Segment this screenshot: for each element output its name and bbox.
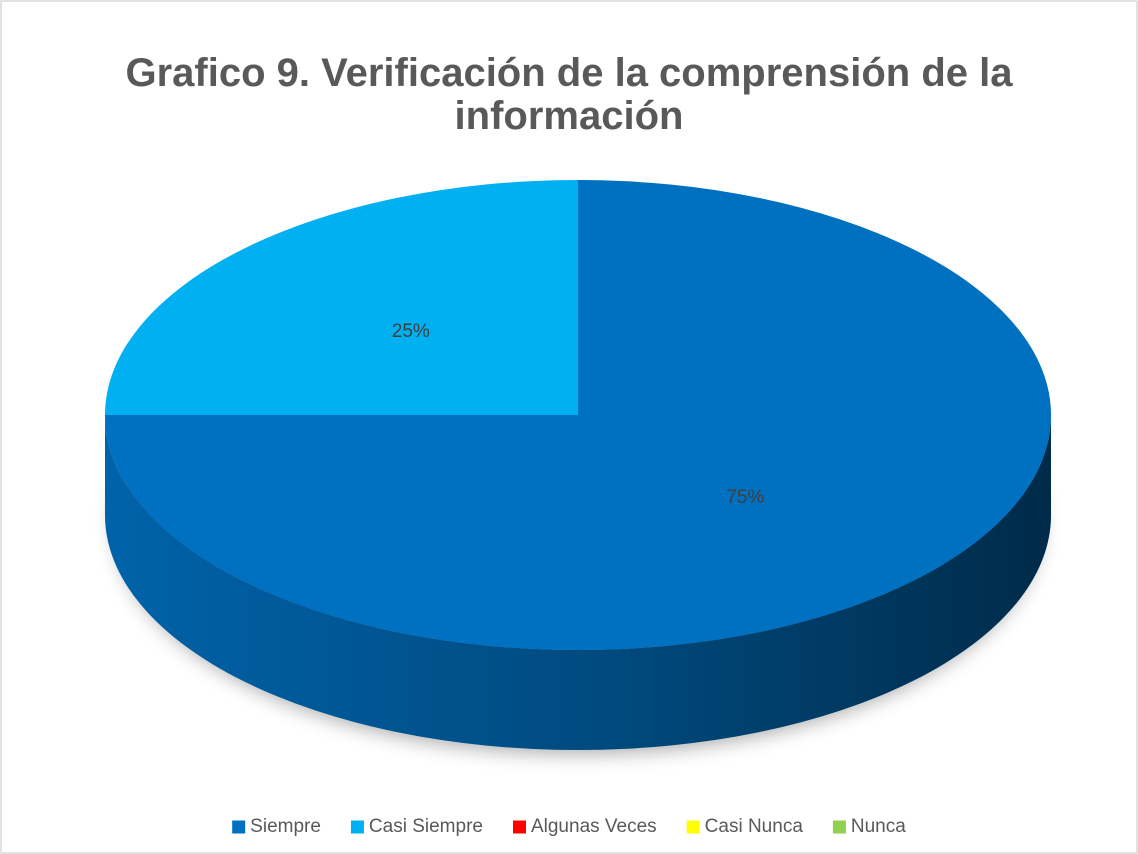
slice [105,180,578,415]
legend-swatch [686,820,700,834]
legend: Siempre Casi Siempre Algunas Veces Casi Nun… [232,816,906,837]
legend-swatch [232,820,246,834]
legend-label: Casi Nunca [705,816,804,837]
legend-swatch [350,820,364,834]
legend-label: Nunca [851,816,906,837]
data-label: 75% [726,487,764,508]
chart-title: Grafico 9. Verificación de la comprensió… [126,51,1014,138]
legend-label: Siempre [250,816,321,837]
legend-swatch [512,820,526,834]
data-label: 25% [392,321,430,342]
side-shade [105,415,1051,750]
legend-label: Algunas Veces [531,816,657,837]
legend-label: Casi Siempre [369,816,483,837]
legend-swatch [832,820,846,834]
